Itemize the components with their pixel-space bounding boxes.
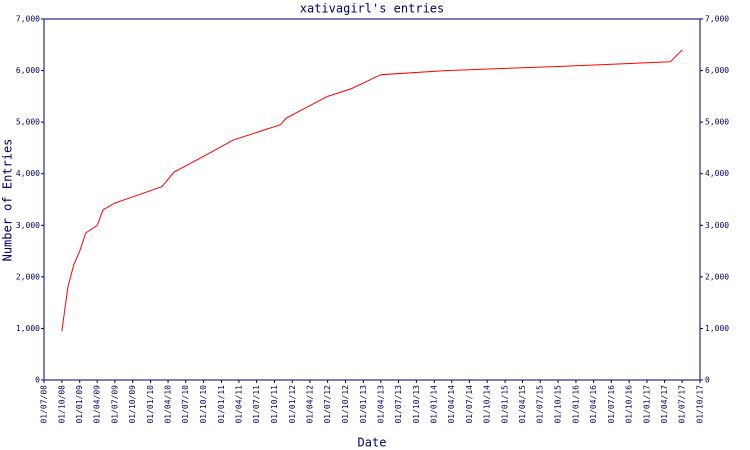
- x-tick-label: 01/01/09: [75, 385, 84, 424]
- x-tick-label: 01/07/12: [323, 385, 332, 424]
- x-tick-label: 01/07/11: [252, 385, 261, 424]
- y-tick-label: 1,000: [16, 324, 40, 333]
- y-tick-label: 5,000: [16, 118, 40, 127]
- y2-tick-label: 4,000: [705, 169, 729, 178]
- y-tick-label: 3,000: [16, 221, 40, 230]
- y2-tick-label: 7,000: [705, 15, 729, 24]
- x-tick-label: 01/07/16: [607, 385, 616, 424]
- x-tick-label: 01/10/16: [625, 385, 634, 424]
- y2-tick-label: 2,000: [705, 272, 729, 281]
- x-tick-label: 01/07/09: [110, 385, 119, 424]
- y2-tick-label: 5,000: [705, 118, 729, 127]
- x-tick-label: 01/04/09: [93, 385, 102, 424]
- x-tick-label: 01/04/17: [660, 385, 669, 424]
- x-tick-label: 01/10/14: [483, 385, 492, 424]
- x-tick-label: 01/10/11: [270, 385, 279, 424]
- y-axis-title: Number of Entries: [1, 139, 15, 262]
- y2-tick-label: 6,000: [705, 66, 729, 75]
- x-tick-label: 01/04/15: [518, 385, 527, 424]
- x-tick-label: 01/01/14: [430, 385, 439, 424]
- x-tick-label: 01/10/12: [341, 385, 350, 424]
- x-tick-label: 01/07/10: [181, 385, 190, 424]
- x-axis-title: Date: [358, 436, 387, 450]
- y2-tick-label: 0: [705, 376, 710, 385]
- x-tick-label: 01/10/09: [128, 385, 137, 424]
- data-line: [61, 49, 683, 332]
- x-tick-label: 01/04/13: [376, 385, 385, 424]
- x-tick-label: 01/10/10: [199, 385, 208, 424]
- chart-title: xativagirl's entries: [300, 2, 445, 16]
- y-tick-label: 4,000: [16, 169, 40, 178]
- x-tick-label: 01/01/10: [146, 385, 155, 424]
- x-tick-label: 01/07/08: [40, 385, 49, 424]
- x-tick-label: 01/10/17: [696, 385, 705, 424]
- y-tick-label: 6,000: [16, 66, 40, 75]
- x-tick-label: 01/04/11: [234, 385, 243, 424]
- x-tick-label: 01/04/12: [305, 385, 314, 424]
- x-tick-label: 01/04/14: [447, 385, 456, 424]
- x-tick-label: 01/10/13: [412, 385, 421, 424]
- y-tick-label: 0: [35, 376, 40, 385]
- x-tick-label: 01/10/08: [57, 385, 66, 424]
- x-tick-label: 01/07/13: [394, 385, 403, 424]
- x-tick-label: 01/07/14: [465, 385, 474, 424]
- plot-frame: [43, 18, 701, 381]
- x-tick-label: 01/01/16: [571, 385, 580, 424]
- x-tick-label: 01/07/15: [536, 385, 545, 424]
- x-tick-label: 01/10/15: [554, 385, 563, 424]
- y2-tick-label: 1,000: [705, 324, 729, 333]
- y-tick-label: 2,000: [16, 272, 40, 281]
- x-tick-label: 01/01/15: [501, 385, 510, 424]
- x-tick-label: 01/01/17: [642, 385, 651, 424]
- x-tick-label: 01/04/16: [589, 385, 598, 424]
- x-tick-label: 01/07/17: [678, 385, 687, 424]
- x-tick-label: 01/01/12: [288, 385, 297, 424]
- y2-tick-label: 3,000: [705, 221, 729, 230]
- y-tick-label: 7,000: [16, 15, 40, 24]
- x-tick-label: 01/01/11: [217, 385, 226, 424]
- x-tick-label: 01/04/10: [164, 385, 173, 424]
- x-tick-label: 01/01/13: [359, 385, 368, 424]
